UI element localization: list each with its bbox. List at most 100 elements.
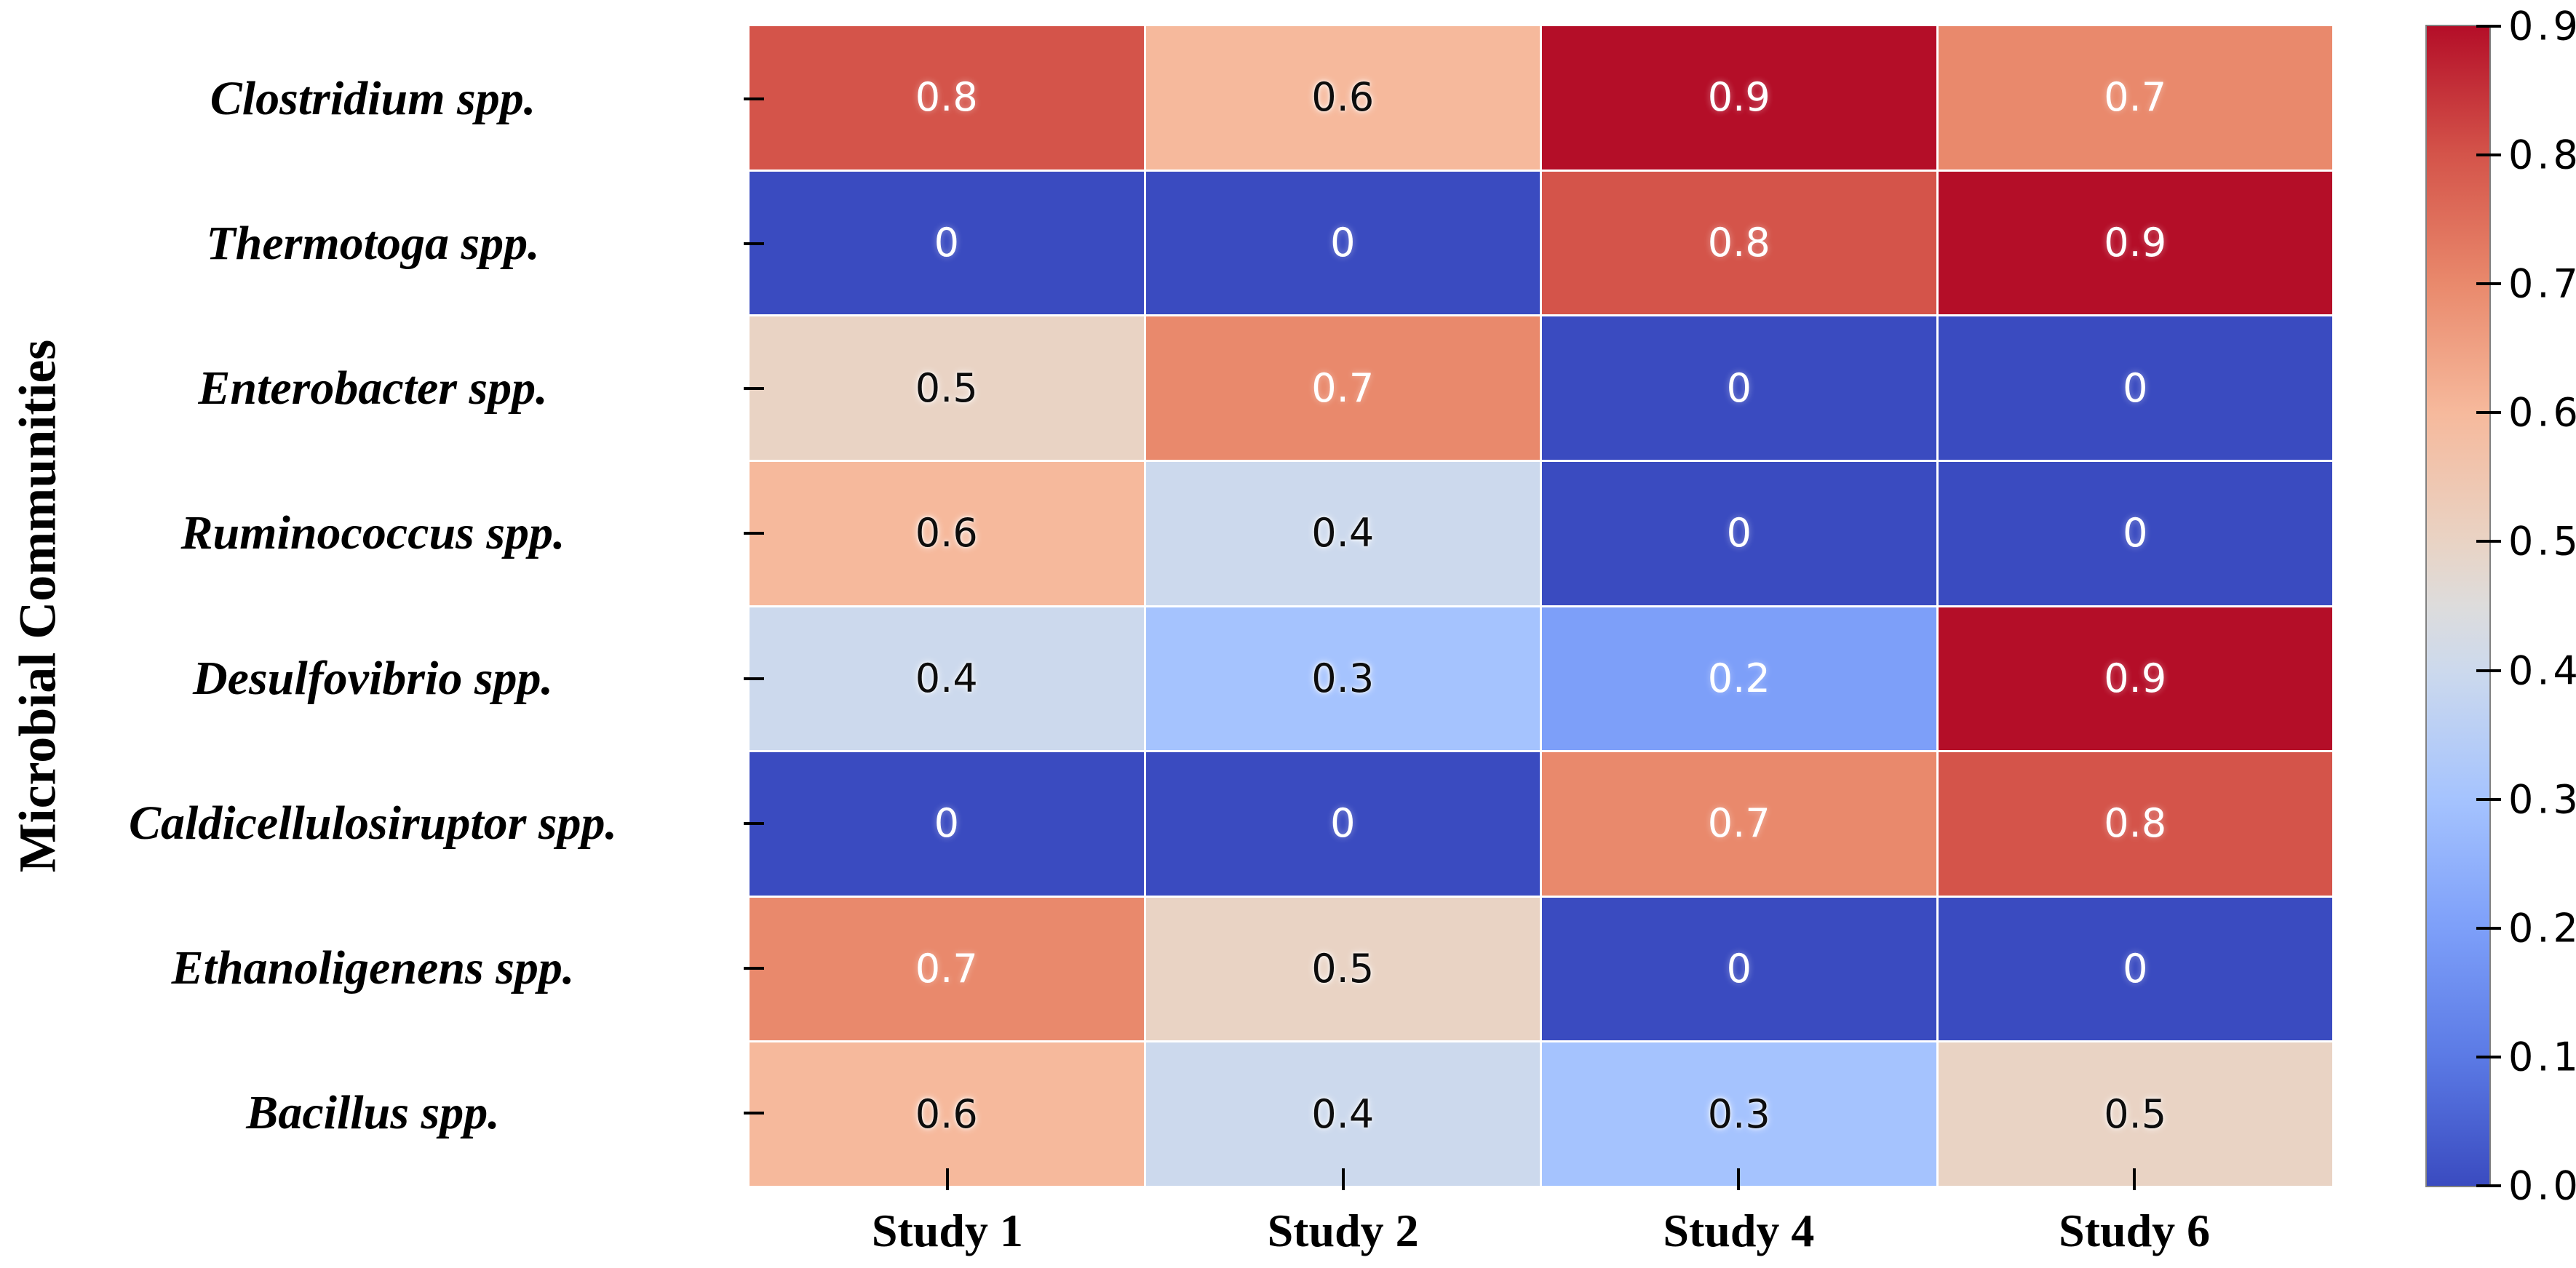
heatmap-cell: 0.7: [1145, 316, 1540, 460]
cell-value: 0.4: [915, 655, 978, 701]
cell-value: 0.8: [915, 74, 978, 121]
cell-value: 0.7: [1707, 800, 1770, 847]
heatmap-cell: 0.7: [1938, 26, 2332, 170]
heatmap-cell: 0.4: [1145, 461, 1540, 605]
cell-value: 0.8: [1707, 219, 1770, 266]
row-label: Thermotoga spp.: [206, 216, 540, 270]
colorbar-tick-label: 0.6: [2508, 389, 2576, 436]
heatmap-cell: 0: [1938, 461, 2332, 605]
cell-value: 0: [1330, 800, 1356, 847]
colorbar-tick-label: 0.2: [2508, 905, 2576, 952]
cell-value: 0.6: [915, 510, 978, 557]
heatmap-cell: 0.6: [1145, 26, 1540, 170]
colorbar-tick: [2476, 669, 2501, 672]
cell-value: 0.3: [1311, 655, 1375, 701]
cell-value: 0.5: [2104, 1090, 2167, 1137]
cell-value: 0.7: [2104, 74, 2167, 121]
heatmap-cell: 0: [1145, 171, 1540, 315]
heatmap-cell: 0: [750, 171, 1144, 315]
colorbar-tick: [2476, 282, 2501, 286]
row-label: Bacillus spp.: [246, 1086, 500, 1140]
y-axis-tick: [744, 1112, 764, 1115]
colorbar-tick: [2476, 1184, 2501, 1187]
col-label: Study 1: [871, 1205, 1023, 1256]
colorbar-gradient: [2425, 25, 2491, 1187]
colorbar-tick: [2476, 411, 2501, 415]
row-label: Caldicellulosiruptor spp.: [128, 796, 618, 850]
cell-value: 0: [1726, 510, 1752, 557]
y-axis-tick: [744, 967, 764, 970]
cell-value: 0: [2123, 364, 2148, 411]
cell-value: 0.4: [1311, 510, 1375, 557]
y-axis-tick: [744, 242, 764, 245]
heatmap-cell: 0.2: [1542, 607, 1936, 751]
colorbar-tick: [2476, 797, 2501, 801]
heatmap-cell: 0: [1542, 461, 1936, 605]
col-label: Study 4: [1663, 1205, 1815, 1256]
heatmap-cell: 0.3: [1145, 607, 1540, 751]
cell-value: 0.6: [915, 1090, 978, 1137]
heatmap-cell: 0: [1542, 316, 1936, 460]
heatmap-cell: 0.9: [1542, 26, 1936, 170]
x-axis-tick: [945, 1168, 949, 1190]
heatmap-cell: 0.7: [750, 897, 1144, 1041]
colorbar-tick-label: 0.5: [2508, 518, 2576, 565]
cell-value: 0.7: [915, 946, 978, 992]
heatmap-cell: 0.5: [750, 316, 1144, 460]
x-axis-tick: [2133, 1168, 2136, 1190]
heatmap-grid: 0.8 0.6 0.9 0.7 0 0 0.8 0.9 0.5 0.7 0 0 0.6 0.4 0 0 0.4 0…: [750, 26, 2332, 1186]
cell-value: 0.3: [1707, 1090, 1770, 1137]
heatmap-cell: 0.5: [1145, 897, 1540, 1041]
cell-value: 0.9: [2104, 655, 2167, 701]
heatmap-cell: 0: [1938, 316, 2332, 460]
heatmap-cell: 0.7: [1542, 752, 1936, 896]
col-label: Study 6: [2059, 1205, 2211, 1256]
heatmap-cell: 0.8: [750, 26, 1144, 170]
col-label: Study 2: [1267, 1205, 1419, 1256]
colorbar-tick: [2476, 25, 2501, 28]
heatmap-cell: 0.6: [750, 461, 1144, 605]
colorbar-tick-label: 0.3: [2508, 776, 2576, 823]
heatmap-cell: 0.9: [1938, 171, 2332, 315]
y-axis-title: Microbial Communities: [8, 339, 67, 873]
cell-value: 0: [1330, 219, 1356, 266]
colorbar-tick-label: 0.4: [2508, 647, 2576, 694]
y-axis-tick: [744, 821, 764, 825]
heatmap-cell: 0.9: [1938, 607, 2332, 751]
cell-value: 0.5: [1311, 946, 1375, 992]
heatmap-cell: 0: [1938, 897, 2332, 1041]
cell-value: 0.6: [1311, 74, 1375, 121]
colorbar-tick: [2476, 153, 2501, 157]
cell-value: 0: [1726, 364, 1752, 411]
colorbar-tick-label: 0.7: [2508, 260, 2576, 307]
x-axis-tick: [1737, 1168, 1741, 1190]
colorbar-tick-label: 0.9: [2508, 3, 2576, 49]
colorbar-tick-label: 0.0: [2508, 1163, 2576, 1209]
y-axis-tick: [744, 387, 764, 391]
cell-value: 0.4: [1311, 1090, 1375, 1137]
y-axis-tick: [744, 532, 764, 535]
heatmap-cell: 0.6: [750, 1042, 1144, 1186]
row-label: Ruminococcus spp.: [180, 506, 565, 560]
colorbar-tick: [2476, 1055, 2501, 1058]
cell-value: 0: [1726, 946, 1752, 992]
heatmap-cell: 0.8: [1938, 752, 2332, 896]
colorbar-tick: [2476, 540, 2501, 543]
row-label: Desulfovibrio spp.: [193, 651, 553, 705]
cell-value: 0.2: [1707, 655, 1770, 701]
cell-value: 0: [934, 219, 959, 266]
heatmap-cell: 0.3: [1542, 1042, 1936, 1186]
row-label: Clostridium spp.: [210, 71, 536, 125]
heatmap-cell: 0: [1145, 752, 1540, 896]
cell-value: 0.7: [1311, 364, 1375, 411]
cell-value: 0: [2123, 510, 2148, 557]
heatmap-cell: 0.5: [1938, 1042, 2332, 1186]
heatmap-cell: 0.4: [1145, 1042, 1540, 1186]
row-label: Ethanoligenens spp.: [171, 941, 575, 995]
cell-value: 0.9: [2104, 219, 2167, 266]
cell-value: 0: [2123, 946, 2148, 992]
colorbar-tick-label: 0.1: [2508, 1034, 2576, 1080]
x-axis-tick: [1341, 1168, 1345, 1190]
cell-value: 0.9: [1707, 74, 1770, 121]
